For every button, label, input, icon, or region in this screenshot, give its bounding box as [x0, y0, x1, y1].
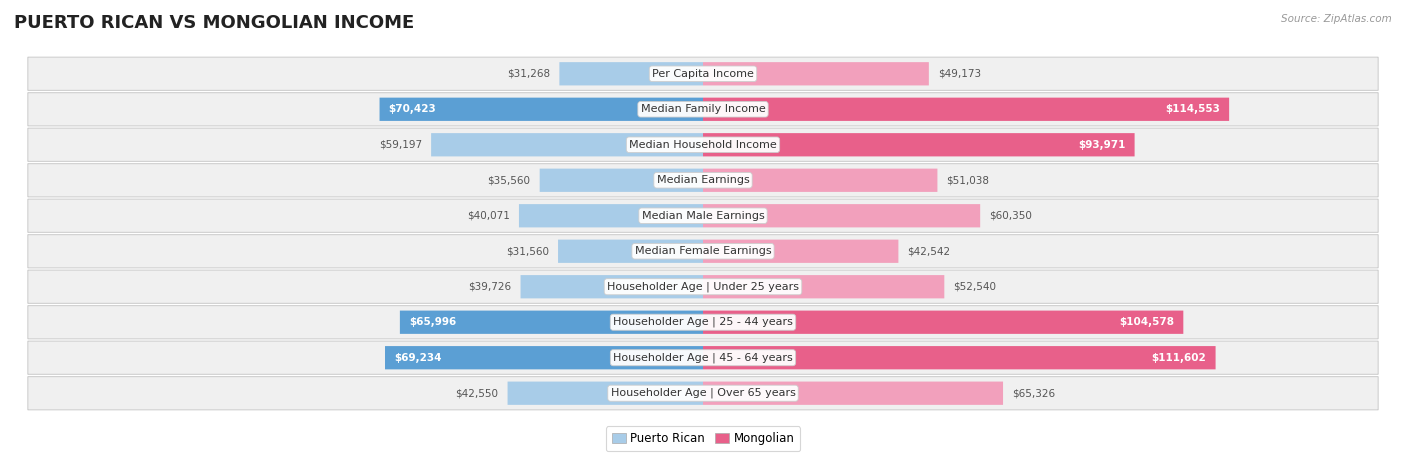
Text: $31,268: $31,268 [508, 69, 550, 79]
FancyBboxPatch shape [703, 382, 1002, 405]
FancyBboxPatch shape [519, 204, 703, 227]
FancyBboxPatch shape [28, 270, 1378, 304]
Text: $40,071: $40,071 [467, 211, 510, 221]
Legend: Puerto Rican, Mongolian: Puerto Rican, Mongolian [606, 426, 800, 451]
Text: Median Earnings: Median Earnings [657, 175, 749, 185]
FancyBboxPatch shape [703, 169, 938, 192]
FancyBboxPatch shape [540, 169, 703, 192]
FancyBboxPatch shape [703, 133, 1135, 156]
FancyBboxPatch shape [399, 311, 703, 334]
Text: $65,996: $65,996 [409, 317, 457, 327]
Text: $65,326: $65,326 [1012, 388, 1056, 398]
FancyBboxPatch shape [520, 275, 703, 298]
Text: $93,971: $93,971 [1078, 140, 1125, 150]
FancyBboxPatch shape [28, 376, 1378, 410]
Text: $42,550: $42,550 [456, 388, 498, 398]
FancyBboxPatch shape [28, 57, 1378, 91]
Text: $42,542: $42,542 [908, 246, 950, 256]
Text: $104,578: $104,578 [1119, 317, 1174, 327]
Text: Median Household Income: Median Household Income [628, 140, 778, 150]
FancyBboxPatch shape [432, 133, 703, 156]
Text: Source: ZipAtlas.com: Source: ZipAtlas.com [1281, 14, 1392, 24]
Text: $49,173: $49,173 [938, 69, 981, 79]
Text: Householder Age | 45 - 64 years: Householder Age | 45 - 64 years [613, 353, 793, 363]
Text: $59,197: $59,197 [378, 140, 422, 150]
FancyBboxPatch shape [703, 346, 1216, 369]
Text: $39,726: $39,726 [468, 282, 512, 292]
FancyBboxPatch shape [28, 199, 1378, 233]
FancyBboxPatch shape [28, 234, 1378, 268]
FancyBboxPatch shape [508, 382, 703, 405]
Text: $52,540: $52,540 [953, 282, 997, 292]
FancyBboxPatch shape [28, 163, 1378, 197]
Text: $111,602: $111,602 [1152, 353, 1206, 363]
FancyBboxPatch shape [28, 128, 1378, 162]
FancyBboxPatch shape [385, 346, 703, 369]
Text: Per Capita Income: Per Capita Income [652, 69, 754, 79]
Text: Householder Age | Over 65 years: Householder Age | Over 65 years [610, 388, 796, 398]
Text: Householder Age | 25 - 44 years: Householder Age | 25 - 44 years [613, 317, 793, 327]
FancyBboxPatch shape [703, 98, 1229, 121]
FancyBboxPatch shape [558, 240, 703, 263]
Text: $60,350: $60,350 [990, 211, 1032, 221]
FancyBboxPatch shape [703, 240, 898, 263]
Text: Median Female Earnings: Median Female Earnings [634, 246, 772, 256]
Text: Median Male Earnings: Median Male Earnings [641, 211, 765, 221]
FancyBboxPatch shape [380, 98, 703, 121]
Text: $69,234: $69,234 [394, 353, 441, 363]
FancyBboxPatch shape [703, 204, 980, 227]
Text: $70,423: $70,423 [388, 104, 436, 114]
FancyBboxPatch shape [703, 62, 929, 85]
FancyBboxPatch shape [560, 62, 703, 85]
Text: $114,553: $114,553 [1166, 104, 1220, 114]
Text: $31,560: $31,560 [506, 246, 548, 256]
FancyBboxPatch shape [703, 275, 945, 298]
FancyBboxPatch shape [28, 92, 1378, 126]
Text: $35,560: $35,560 [488, 175, 530, 185]
Text: Median Family Income: Median Family Income [641, 104, 765, 114]
FancyBboxPatch shape [28, 305, 1378, 339]
FancyBboxPatch shape [703, 311, 1184, 334]
Text: Householder Age | Under 25 years: Householder Age | Under 25 years [607, 282, 799, 292]
Text: $51,038: $51,038 [946, 175, 990, 185]
Text: PUERTO RICAN VS MONGOLIAN INCOME: PUERTO RICAN VS MONGOLIAN INCOME [14, 14, 415, 32]
FancyBboxPatch shape [28, 341, 1378, 375]
